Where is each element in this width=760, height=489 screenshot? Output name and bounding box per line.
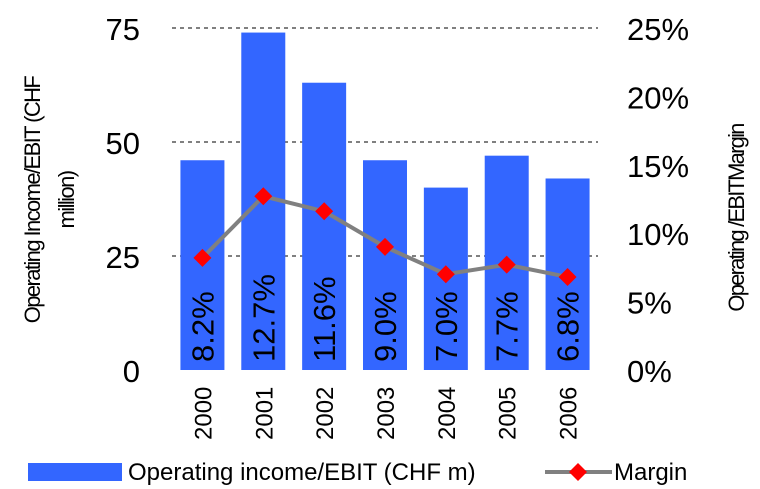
margin-data-label: 11.6%: [307, 276, 342, 362]
left-tick-label: 25: [106, 240, 140, 275]
margin-marker-2005: [497, 255, 516, 274]
x-tick-label: 2006: [556, 387, 583, 440]
right-tick-label: 10%: [627, 217, 689, 252]
x-tick-label: 2000: [190, 387, 217, 440]
left-axis-title-line2: million): [54, 171, 79, 228]
right-tick-label: 20%: [627, 80, 689, 115]
left-axis-title-line1: Operating Income/EBIT (CHF: [20, 76, 45, 324]
right-axis-ticks: 0% 5% 10% 15% 20% 25%: [627, 12, 689, 389]
x-tick-label: 2005: [495, 387, 522, 440]
left-tick-label: 0: [123, 354, 140, 389]
left-tick-label: 75: [106, 12, 140, 47]
x-tick-label: 2001: [251, 387, 278, 440]
margin-marker-2006: [558, 267, 577, 286]
legend-label-margin: Margin: [614, 459, 687, 486]
margin-data-label: 9.0%: [368, 291, 403, 362]
right-tick-label: 0%: [627, 354, 672, 389]
x-tick-label: 2003: [373, 387, 400, 440]
margin-data-label: 7.7%: [490, 291, 525, 362]
axis-titles: Operating Income/EBIT (CHF million) Oper…: [20, 76, 749, 324]
margin-marker-2001: [254, 187, 273, 206]
left-tick-label: 50: [106, 126, 140, 161]
margin-marker-2000: [193, 248, 212, 267]
margin-data-label: 7.0%: [429, 291, 464, 362]
bar-labels: 8.2% 12.7% 11.6% 9.0% 7.0% 7.7% 6.8%: [185, 274, 585, 362]
margin-marker-2003: [376, 237, 394, 256]
bar-2002: [302, 82, 347, 370]
margin-line: [193, 187, 577, 286]
legend: Operating income/EBIT (CHF m) Margin: [28, 459, 687, 486]
margin-data-label: 6.8%: [551, 291, 586, 362]
bar-2003: [363, 160, 407, 370]
margin-data-label: 8.2%: [185, 291, 220, 362]
x-tick-label: 2002: [312, 387, 339, 440]
margin-marker-2002: [315, 202, 334, 221]
right-axis-title: Operating /EBITMargin: [724, 124, 749, 312]
right-tick-label: 15%: [627, 149, 689, 184]
legend-label-bar: Operating income/EBIT (CHF m): [128, 459, 476, 486]
margin-data-label: 12.7%: [246, 274, 281, 362]
legend-swatch-bar: [28, 463, 122, 481]
legend-swatch-marker: [569, 463, 587, 481]
left-axis-ticks: 0 25 50 75: [106, 12, 140, 389]
right-tick-label: 25%: [627, 12, 689, 47]
right-tick-label: 5%: [627, 286, 672, 321]
x-tick-label: 2004: [434, 387, 461, 440]
x-axis-ticks: 2000 2001 2002 2003 2004 2005 2006: [190, 387, 582, 440]
margin-marker-2004: [436, 265, 455, 284]
